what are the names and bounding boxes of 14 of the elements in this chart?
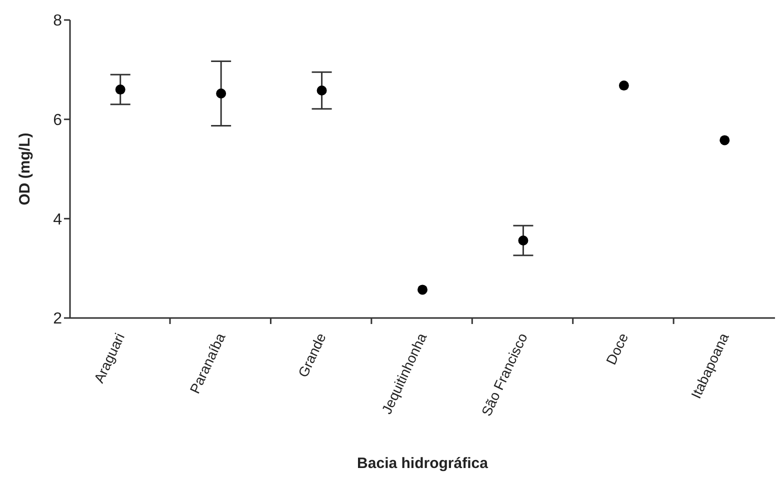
point	[216, 88, 226, 99]
point	[418, 284, 428, 295]
y-tick-label: 2	[53, 310, 62, 328]
point	[115, 84, 126, 95]
point	[518, 236, 528, 246]
x-tick-label: Doce	[602, 330, 632, 367]
point	[316, 86, 327, 96]
point	[618, 80, 629, 91]
y-tick-label: 4	[53, 211, 62, 228]
y-tick-label: 8	[53, 12, 62, 30]
point	[720, 135, 730, 146]
y-tick-label: 6	[53, 112, 62, 130]
y-axis-title: OD (mg/L)	[16, 132, 34, 206]
x-axis-title: Bacia hidrográfica	[357, 455, 489, 472]
